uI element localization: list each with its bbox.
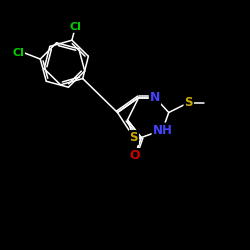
Text: O: O: [130, 149, 140, 162]
Text: Cl: Cl: [70, 22, 81, 32]
Text: Cl: Cl: [12, 48, 24, 58]
Text: N: N: [150, 91, 160, 104]
Text: S: S: [130, 131, 138, 144]
Text: NH: NH: [152, 124, 172, 136]
Text: S: S: [184, 96, 193, 109]
